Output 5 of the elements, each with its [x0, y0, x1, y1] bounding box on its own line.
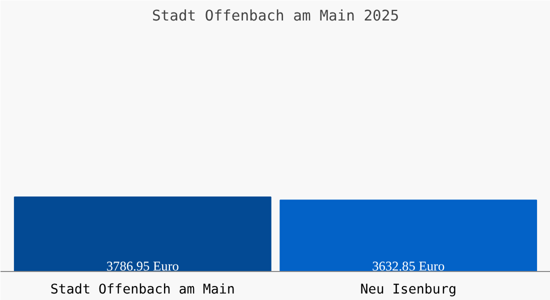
chart-title: Stadt Offenbach am Main 2025: [152, 8, 400, 24]
x-tick-label: Neu Isenburg: [360, 282, 456, 298]
x-tick-label: Stadt Offenbach am Main: [50, 282, 235, 298]
data-label: 3632.85 Euro: [372, 258, 445, 274]
data-label: 3786.95 Euro: [106, 258, 180, 274]
